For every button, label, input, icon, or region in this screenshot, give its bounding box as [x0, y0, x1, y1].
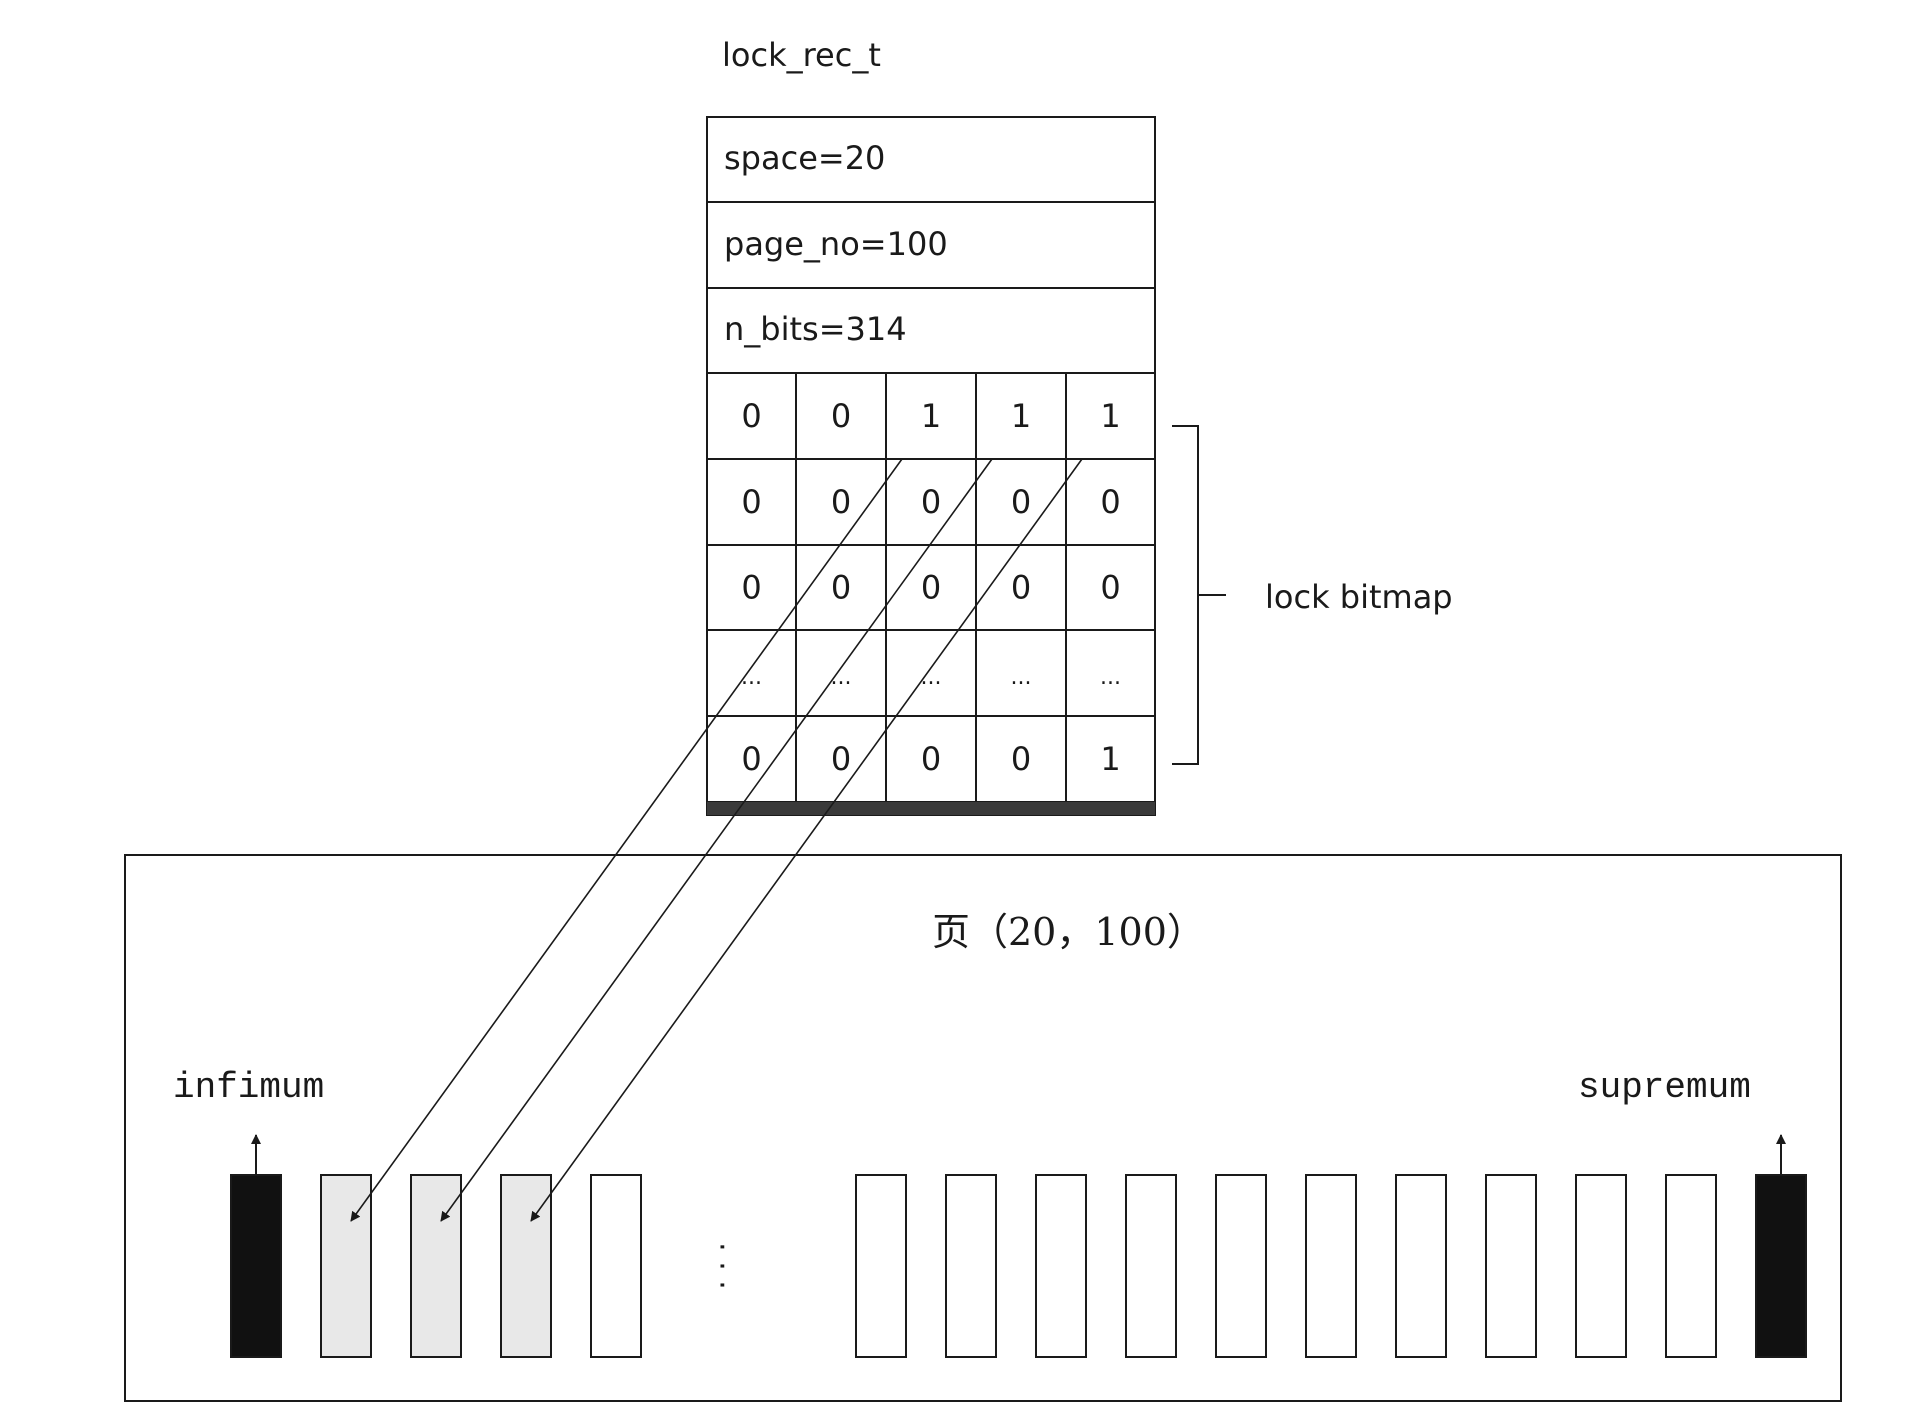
struct-box: [706, 116, 1156, 816]
struct-title: lock_rec_t: [722, 36, 881, 74]
bitmap-cell-value: 1: [1011, 397, 1031, 435]
record-box: [945, 1174, 997, 1358]
supremum-label: supremum: [1578, 1067, 1751, 1108]
bitmap-label: lock bitmap: [1265, 578, 1453, 616]
record-box-locked: [410, 1174, 462, 1358]
bitmap-cell-value: ...: [741, 665, 762, 690]
bitmap-cell-value: ...: [921, 665, 942, 690]
page-title: 页（20，100）: [932, 910, 1205, 954]
bit-to-record-arrow: [530, 458, 1083, 1222]
bitmap-cell-value: 0: [921, 569, 941, 607]
records-ellipsis: · · ·: [704, 1242, 739, 1290]
bitmap-cell-value: 1: [1100, 397, 1120, 435]
record-box: [1035, 1174, 1087, 1358]
record-box: [1125, 1174, 1177, 1358]
bitmap-cell-value: ...: [1011, 665, 1032, 690]
record-box: [1395, 1174, 1447, 1358]
bitmap-cell-value: ...: [1100, 665, 1121, 690]
bitmap-cell-value: 0: [1011, 483, 1031, 521]
bitmap-cell-value: 0: [1011, 569, 1031, 607]
bitmap-cell-value: 1: [921, 397, 941, 435]
struct-field-space: space=20: [724, 139, 885, 177]
bitmap-cell-value: 0: [831, 740, 851, 778]
bitmap-cell-value: 0: [831, 397, 851, 435]
bitmap-cell-value: 1: [1100, 740, 1120, 778]
record-box: [1665, 1174, 1717, 1358]
infimum-record: [230, 1174, 282, 1358]
struct-field-n-bits: n_bits=314: [724, 310, 907, 348]
struct-field-page-no: page_no=100: [724, 225, 948, 263]
bitmap-to-record-connectors: [350, 458, 1083, 1222]
record-box: [1215, 1174, 1267, 1358]
bitmap-grid: 0 0 1 1 1 0 0 0 0 0 0 0 0 0 0............ ... 0 0 0 0 1: [707, 373, 1155, 815]
record-box: [855, 1174, 907, 1358]
record-box: [1575, 1174, 1627, 1358]
record-box: [1305, 1174, 1357, 1358]
record-box: [590, 1174, 642, 1358]
bitmap-cell-value: ...: [831, 665, 852, 690]
page-records: · · ·: [230, 1134, 1807, 1358]
bitmap-cell-value: 0: [741, 740, 761, 778]
bitmap-cell-value: 0: [831, 569, 851, 607]
bitmap-cell-value: 0: [1011, 740, 1031, 778]
record-box-locked: [320, 1174, 372, 1358]
bitmap-cell-value: 0: [741, 483, 761, 521]
infimum-label: infimum: [173, 1067, 324, 1108]
bitmap-cell-value: 0: [921, 740, 941, 778]
struct-fields: space=20 page_no=100 n_bits=314: [707, 139, 1155, 374]
record-box-locked: [500, 1174, 552, 1358]
bitmap-cells: 0 0 1 1 1 0 0 0 0 0 0 0 0 0 0............ ... 0 0 0 0 1: [741, 397, 1121, 778]
bitmap-cell-value: 0: [831, 483, 851, 521]
bit-to-record-arrow: [440, 458, 993, 1222]
page-box: [124, 854, 1842, 1402]
bitmap-cell-value: 0: [1100, 483, 1120, 521]
bit-to-record-arrow: [350, 458, 903, 1222]
supremum-record: [1755, 1174, 1807, 1358]
bitmap-bottom-strip: [707, 802, 1155, 815]
bitmap-cell-value: 0: [921, 483, 941, 521]
bitmap-bracket: [1172, 425, 1226, 765]
bitmap-cell-value: 0: [1100, 569, 1120, 607]
bitmap-cell-value: 0: [741, 397, 761, 435]
bitmap-cell-value: 0: [741, 569, 761, 607]
record-box: [1485, 1174, 1537, 1358]
